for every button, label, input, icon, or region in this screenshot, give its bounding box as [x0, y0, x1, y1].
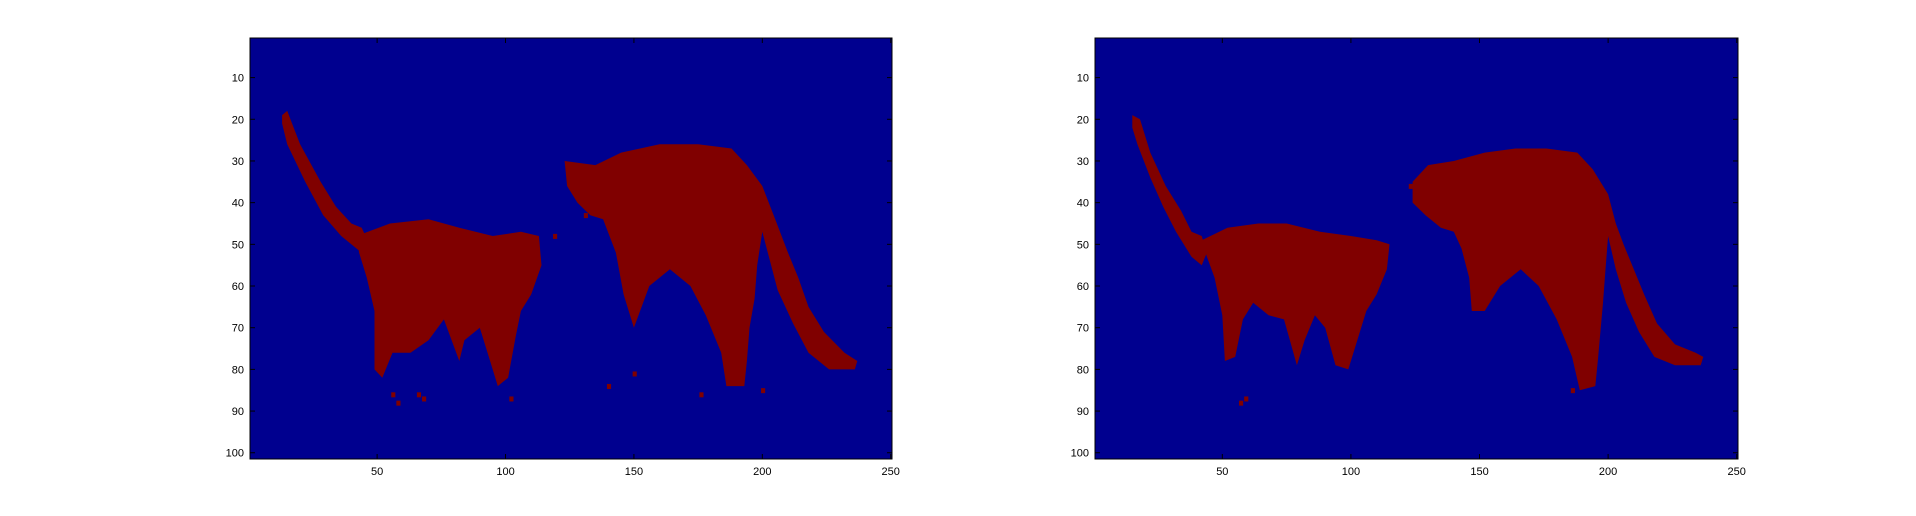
mask-region-tail-left — [1132, 115, 1207, 266]
y-tick-label: 60 — [1077, 281, 1089, 293]
x-tick-label: 100 — [1342, 466, 1360, 478]
mask-speckle — [583, 213, 588, 219]
y-tick-label: 50 — [232, 239, 244, 251]
mask-region-front-body — [1201, 223, 1390, 370]
y-tick-label: 80 — [232, 364, 244, 376]
x-tick-label: 200 — [753, 466, 771, 478]
x-tick-label: 250 — [1728, 466, 1746, 478]
mask-speckle — [553, 233, 558, 239]
y-tick-label: 100 — [226, 448, 244, 460]
y-tick-label: 70 — [1077, 323, 1089, 335]
y-tick-label: 90 — [232, 406, 244, 418]
y-tick-label: 100 — [1071, 448, 1089, 460]
mask-speckle — [1408, 183, 1413, 189]
mask-cells — [1132, 115, 1704, 406]
mask-speckle — [761, 388, 766, 394]
x-tick-label: 50 — [371, 466, 383, 478]
mask-speckle — [416, 392, 422, 398]
mask-speckle — [632, 371, 637, 377]
x-tick-label: 150 — [625, 466, 643, 478]
y-tick-label: 40 — [232, 198, 244, 210]
mask-speckle — [396, 400, 401, 406]
y-tick-label: 50 — [1077, 239, 1089, 251]
heatmap-panel-right: 50 100 150 200 250 10 20 30 40 50 60 70 80 90 100 — [1071, 37, 1746, 478]
x-tick-label: 250 — [882, 466, 900, 478]
y-tick-label: 10 — [1077, 73, 1089, 85]
mask-speckle — [1570, 388, 1575, 394]
y-tick-label: 30 — [232, 156, 244, 168]
y-tick-label: 80 — [1077, 364, 1089, 376]
mask-region-front-body — [356, 219, 542, 387]
mask-speckle — [606, 383, 612, 389]
y-tick-label: 20 — [1077, 114, 1089, 126]
x-tick-label: 150 — [1470, 466, 1488, 478]
y-tick-label: 60 — [232, 281, 244, 293]
y-tick-label: 20 — [232, 114, 244, 126]
mask-region-hind-body — [1412, 148, 1704, 391]
mask-speckle — [1244, 396, 1249, 402]
mask-speckle — [509, 396, 514, 402]
x-tick-label: 50 — [1216, 466, 1228, 478]
y-tick-label: 90 — [1077, 406, 1089, 418]
x-tick-label: 100 — [496, 466, 514, 478]
y-tick-label: 10 — [232, 73, 244, 85]
y-tick-label: 30 — [1077, 156, 1089, 168]
heatmap-panel-left: 50 100 150 200 250 10 20 30 40 50 60 70 80 90 100 — [226, 37, 900, 478]
mask-speckle — [391, 392, 396, 398]
mask-cells — [282, 110, 858, 406]
heatmap-background — [250, 38, 892, 459]
y-tick-label: 70 — [232, 323, 244, 335]
x-tick-label: 200 — [1599, 466, 1617, 478]
axes-frame — [249, 37, 893, 460]
mask-speckle — [699, 392, 704, 398]
mask-speckle — [422, 396, 427, 402]
y-tick-label: 40 — [1077, 198, 1089, 210]
mask-region-hind-body — [564, 144, 858, 387]
axes-frame — [1094, 37, 1739, 460]
mask-speckle — [1239, 400, 1244, 406]
